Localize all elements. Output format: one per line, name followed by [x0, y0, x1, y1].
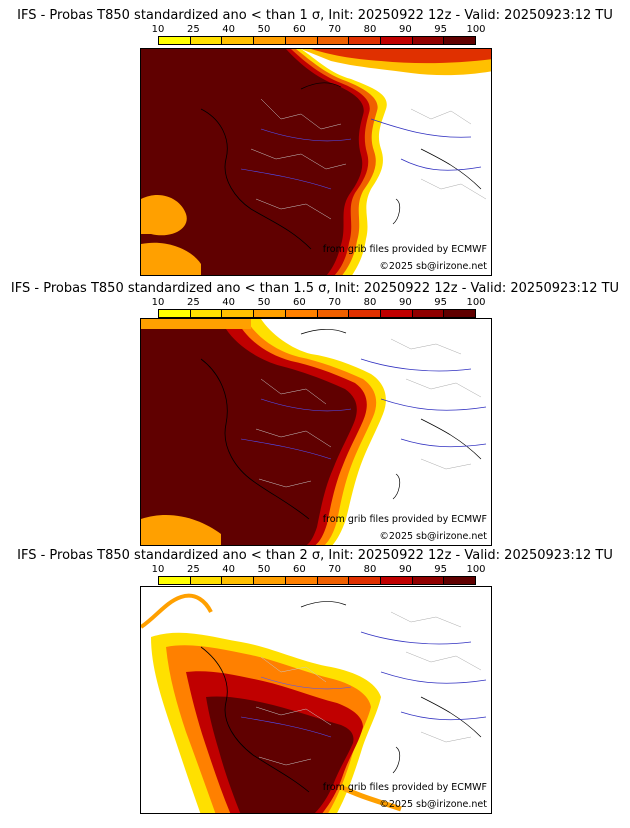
colorbar-tick-label: 95 [434, 564, 448, 575]
colorbar-swatch [444, 310, 476, 317]
colorbar-tick-label: 25 [186, 297, 200, 308]
source-credit: from grib files provided by ECMWF [322, 782, 487, 793]
colorbar-swatch [380, 37, 413, 44]
colorbar-swatch [380, 577, 413, 584]
colorbar-tick-label: 80 [363, 24, 377, 35]
probability-map: from grib files provided by ECMWF ©2025 … [140, 48, 492, 276]
colorbar-tick-label: 70 [328, 564, 342, 575]
colorbar-swatch [412, 310, 445, 317]
colorbar-tick-label: 25 [186, 24, 200, 35]
colorbar-swatch [317, 310, 350, 317]
colorbar-swatch [412, 37, 445, 44]
colorbar-tick-label: 10 [151, 24, 165, 35]
colorbar-swatch [222, 577, 255, 584]
colorbar-swatch [190, 310, 223, 317]
copyright-credit: ©2025 sb@irizone.net [379, 799, 487, 810]
colorbar-tick-label: 90 [398, 297, 412, 308]
colorbar-tick-label: 60 [292, 564, 306, 575]
colorbar-swatch [380, 310, 413, 317]
colorbar-tick-label: 70 [328, 297, 342, 308]
colorbar-swatch [444, 37, 476, 44]
colorbar: 10 25 40 50 60 70 80 90 95 100 [152, 297, 486, 318]
colorbar-tick-label: 80 [363, 297, 377, 308]
colorbar-swatch [285, 310, 318, 317]
colorbar-tick-label: 95 [434, 24, 448, 35]
colorbar-swatch [254, 577, 286, 584]
colorbar-tick-label: 10 [151, 297, 165, 308]
colorbar-tick-label: 40 [222, 297, 236, 308]
colorbar-swatch [349, 37, 381, 44]
colorbar-swatch [285, 37, 318, 44]
panel-title: IFS - Probas T850 standardized ano < tha… [17, 8, 613, 23]
panel-3: IFS - Probas T850 standardized ano < tha… [0, 540, 630, 828]
colorbar-tick-label: 80 [363, 564, 377, 575]
colorbar-tick-label: 95 [434, 297, 448, 308]
panel-title: IFS - Probas T850 standardized ano < tha… [17, 548, 613, 563]
colorbar-swatch [349, 310, 381, 317]
colorbar-tick-label: 90 [398, 24, 412, 35]
panel-title: IFS - Probas T850 standardized ano < tha… [10, 281, 620, 296]
probability-map: from grib files provided by ECMWF ©2025 … [140, 318, 492, 546]
colorbar-tick-label: 40 [222, 24, 236, 35]
copyright-credit: ©2025 sb@irizone.net [379, 531, 487, 542]
colorbar-tick-label: 40 [222, 564, 236, 575]
colorbar-swatch [159, 577, 191, 584]
colorbar: 10 25 40 50 60 70 80 90 95 100 [152, 564, 486, 585]
colorbar-swatch [159, 37, 191, 44]
colorbar-tick-label: 10 [151, 564, 165, 575]
colorbar-swatch [317, 577, 350, 584]
source-credit: from grib files provided by ECMWF [322, 514, 487, 525]
colorbar-swatch [159, 310, 191, 317]
colorbar-swatch [222, 310, 255, 317]
colorbar-tick-label: 100 [466, 297, 486, 308]
probability-map: from grib files provided by ECMWF ©2025 … [140, 586, 492, 814]
colorbar-tick-label: 50 [257, 297, 271, 308]
panel-1: IFS - Probas T850 standardized ano < tha… [0, 0, 630, 276]
colorbar-tick-label: 50 [257, 24, 271, 35]
colorbar-tick-label: 100 [466, 24, 486, 35]
colorbar-tick-label: 60 [292, 24, 306, 35]
colorbar-swatch [349, 577, 381, 584]
colorbar: 10 25 40 50 60 70 80 90 95 100 [152, 24, 486, 45]
colorbar-swatch [444, 577, 476, 584]
colorbar-swatch [254, 37, 286, 44]
colorbar-swatch [222, 37, 255, 44]
colorbar-swatch [285, 577, 318, 584]
copyright-credit: ©2025 sb@irizone.net [379, 261, 487, 272]
colorbar-tick-label: 60 [292, 297, 306, 308]
colorbar-tick-label: 50 [257, 564, 271, 575]
colorbar-swatch [190, 577, 223, 584]
colorbar-swatch [317, 37, 350, 44]
colorbar-tick-label: 25 [186, 564, 200, 575]
panel-2: IFS - Probas T850 standardized ano < tha… [0, 270, 630, 546]
colorbar-swatch [254, 310, 286, 317]
colorbar-tick-label: 100 [466, 564, 486, 575]
colorbar-tick-label: 90 [398, 564, 412, 575]
source-credit: from grib files provided by ECMWF [322, 244, 487, 255]
colorbar-tick-label: 70 [328, 24, 342, 35]
colorbar-swatch [190, 37, 223, 44]
colorbar-swatch [412, 577, 445, 584]
